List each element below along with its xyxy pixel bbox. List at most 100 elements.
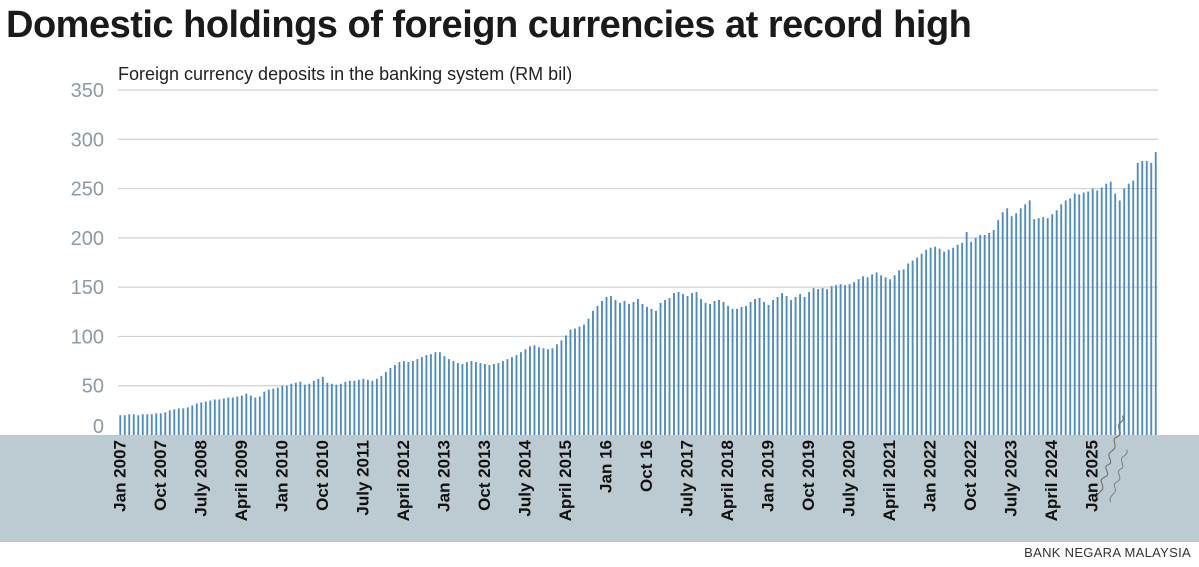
- bar: [1001, 212, 1004, 435]
- bar: [1051, 214, 1054, 435]
- y-tick-label: 100: [71, 326, 104, 348]
- bar: [213, 399, 216, 435]
- bar: [1069, 198, 1072, 435]
- x-tick-label: April 2021: [880, 440, 899, 521]
- y-tick-label: 250: [71, 179, 104, 201]
- bar: [218, 399, 221, 435]
- bar: [200, 402, 203, 435]
- bar: [249, 395, 252, 435]
- bar: [416, 359, 419, 435]
- bar: [1145, 160, 1148, 435]
- bar: [610, 296, 612, 435]
- bar: [758, 297, 761, 435]
- bar: [1114, 193, 1117, 435]
- bar: [583, 324, 585, 435]
- bar: [119, 415, 122, 435]
- x-axis: Jan 2007 Oct 2007 July 2008 April 2009 Jan 2…: [110, 439, 1101, 521]
- bar: [911, 260, 914, 435]
- bar: [970, 241, 973, 435]
- bar: [520, 352, 522, 435]
- bar: [704, 302, 707, 435]
- bar: [565, 335, 567, 435]
- bar: [1100, 187, 1103, 435]
- bar: [646, 306, 648, 435]
- x-axis-band: [0, 435, 1199, 542]
- bar: [1118, 200, 1121, 435]
- bar: [700, 298, 702, 435]
- bar: [794, 297, 797, 435]
- bar: [740, 306, 743, 435]
- bar: [1123, 188, 1126, 435]
- x-tick-label: July 2014: [515, 439, 534, 516]
- bar: [907, 263, 910, 435]
- bar: [497, 363, 500, 435]
- bar: [407, 362, 410, 435]
- x-tick-label: Jan 2019: [759, 440, 778, 512]
- y-tick-label: 300: [71, 129, 104, 151]
- bar: [916, 257, 919, 435]
- bar: [276, 387, 279, 435]
- bar: [754, 298, 756, 435]
- x-tick-label: April 2012: [394, 440, 413, 521]
- bar: [137, 415, 140, 435]
- x-tick-label: July 2008: [191, 440, 210, 517]
- bar: [547, 349, 549, 435]
- bar: [569, 329, 572, 435]
- bar: [155, 413, 158, 435]
- bar: [348, 380, 351, 435]
- x-tick-label: Jan 16: [596, 440, 615, 493]
- y-tick-label: 0: [93, 416, 104, 438]
- bar: [384, 371, 387, 435]
- bar: [938, 248, 941, 435]
- bar: [1064, 200, 1067, 435]
- bar: [267, 389, 270, 435]
- bar: [1082, 192, 1085, 435]
- bar: [974, 237, 977, 435]
- bar: [641, 303, 644, 435]
- bar: [501, 361, 504, 435]
- bar: [727, 305, 729, 435]
- bar: [614, 299, 617, 435]
- bar: [1010, 216, 1013, 435]
- bar-layer: [119, 152, 1157, 435]
- bar: [686, 296, 689, 435]
- bar: [245, 393, 248, 435]
- bar: [650, 308, 653, 435]
- bar: [281, 385, 284, 435]
- bar: [209, 400, 212, 435]
- bar: [691, 293, 693, 435]
- bar: [709, 303, 711, 435]
- bar: [402, 361, 405, 435]
- bar: [596, 305, 599, 435]
- bar: [452, 361, 455, 435]
- bar: [231, 397, 234, 435]
- bar: [767, 304, 770, 435]
- x-tick-label: Jan 2013: [434, 440, 453, 512]
- bar: [893, 275, 896, 435]
- bar: [781, 293, 784, 435]
- bar: [682, 294, 684, 435]
- x-tick-label: Oct 16: [637, 440, 656, 492]
- y-tick-label: 200: [71, 228, 104, 250]
- bar: [956, 244, 959, 435]
- bar: [123, 415, 126, 435]
- bar: [821, 288, 824, 435]
- chart-subtitle: Foreign currency deposits in the banking…: [118, 64, 573, 84]
- y-tick-label: 350: [71, 80, 104, 102]
- bar: [713, 300, 716, 435]
- bar: [844, 285, 847, 435]
- bar: [1132, 180, 1135, 435]
- bar: [510, 357, 513, 435]
- bar: [339, 383, 342, 435]
- bar: [1073, 193, 1076, 435]
- bar: [362, 378, 365, 435]
- bar: [438, 352, 441, 435]
- bar: [344, 381, 347, 435]
- bar: [776, 297, 779, 435]
- bar: [556, 344, 558, 435]
- bar: [889, 279, 892, 435]
- bar: [983, 234, 986, 435]
- bar: [411, 361, 414, 435]
- bar: [285, 385, 288, 435]
- bar: [1015, 213, 1018, 435]
